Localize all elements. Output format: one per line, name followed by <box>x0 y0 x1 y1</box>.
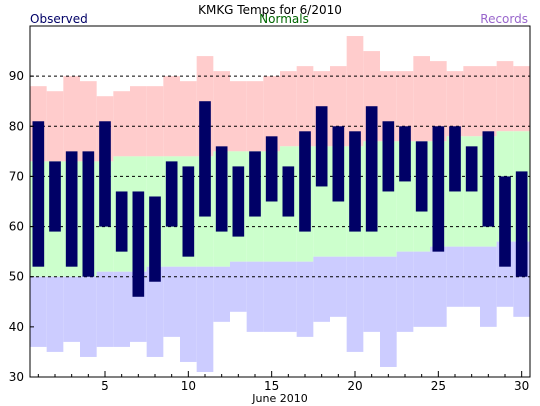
record-low-band <box>46 276 64 352</box>
record-high-band <box>163 76 180 157</box>
record-low-band <box>463 246 480 307</box>
record-low-band <box>280 261 297 332</box>
record-high-band <box>130 86 147 157</box>
record-low-band <box>396 251 414 332</box>
record-high-band <box>230 81 247 152</box>
record-low-band <box>146 266 164 357</box>
record-high-band <box>446 71 464 137</box>
record-low-band <box>413 251 430 327</box>
observed-bar <box>182 166 195 257</box>
observed-bar <box>399 126 411 182</box>
legend-records: Records <box>480 12 528 26</box>
x-tick-label: 5 <box>101 379 109 393</box>
observed-bar <box>499 176 511 267</box>
record-low-band <box>80 276 97 357</box>
legend-normals: Normals <box>259 12 309 26</box>
observed-bar <box>149 196 161 282</box>
x-tick-label: 15 <box>264 379 279 393</box>
observed-bar <box>265 136 278 202</box>
record-low-band <box>196 266 214 372</box>
record-low-band <box>380 256 397 367</box>
observed-bar <box>132 191 145 297</box>
observed-bar <box>449 126 461 192</box>
record-high-band <box>63 76 80 162</box>
record-high-band <box>280 71 297 147</box>
observed-bar <box>315 106 328 187</box>
record-high-band <box>246 81 264 152</box>
chart-title: KMKG Temps for 6/2010 <box>198 3 342 17</box>
record-high-band <box>346 36 364 147</box>
observed-bar <box>432 126 445 252</box>
record-low-band <box>213 266 230 322</box>
observed-bar <box>282 166 295 217</box>
record-high-band <box>113 91 130 157</box>
record-low-band <box>363 256 380 332</box>
y-tick-label: 90 <box>9 69 24 83</box>
record-low-band <box>296 261 314 337</box>
record-low-band <box>30 276 47 347</box>
record-high-band <box>513 66 530 132</box>
observed-bar <box>299 131 311 232</box>
record-high-band <box>430 61 447 142</box>
record-low-band <box>246 261 264 332</box>
record-high-band <box>463 66 480 137</box>
record-low-band <box>163 266 180 337</box>
record-high-band <box>80 81 97 162</box>
plot-area: 30 40 50 60 70 80 90 5 10 15 20 25 30 <box>9 25 531 393</box>
record-high-band <box>180 81 197 157</box>
record-high-band <box>480 66 497 137</box>
record-high-band <box>413 56 430 142</box>
record-low-band <box>180 266 197 362</box>
observed-bar <box>465 146 478 192</box>
record-high-band <box>396 71 414 142</box>
observed-bar <box>99 121 111 227</box>
y-tick-label: 60 <box>9 220 24 234</box>
plot-frame <box>29 25 531 378</box>
observed-bar <box>115 191 128 252</box>
observed-bar <box>349 131 361 232</box>
observed-bar <box>415 141 428 212</box>
record-high-band <box>146 86 164 157</box>
record-low-band <box>263 261 280 332</box>
observed-bar <box>82 151 95 277</box>
observed-bar <box>49 161 61 232</box>
observed-bar <box>515 171 528 277</box>
observed-bar <box>65 151 78 267</box>
record-low-band <box>96 271 114 347</box>
x-tick-label: 30 <box>514 379 529 393</box>
x-tick-label: 10 <box>181 379 196 393</box>
x-tick-label: 25 <box>431 379 446 393</box>
record-low-band <box>113 271 130 347</box>
y-tick-label: 30 <box>9 370 24 384</box>
record-high-band <box>496 61 514 132</box>
record-high-band <box>263 76 280 152</box>
observed-bar <box>332 126 345 202</box>
record-low-band <box>313 256 330 322</box>
record-low-band <box>230 261 247 312</box>
y-tick-label: 80 <box>9 119 24 133</box>
y-tick-label: 70 <box>9 169 24 183</box>
observed-bar <box>249 151 261 217</box>
record-low-band <box>346 256 364 352</box>
y-tick-label: 40 <box>9 320 24 334</box>
record-low-band <box>63 276 80 342</box>
legend-observed: Observed <box>30 12 88 26</box>
observed-bar <box>482 131 495 227</box>
record-low-band <box>446 246 464 307</box>
record-high-band <box>213 71 230 152</box>
x-axis-label: June 2010 <box>251 392 307 405</box>
observed-bar <box>365 106 378 232</box>
y-tick-label: 50 <box>9 270 24 284</box>
x-tick-label: 20 <box>347 379 362 393</box>
observed-bar <box>232 166 245 237</box>
observed-bar <box>215 146 228 232</box>
observed-bar <box>199 101 211 217</box>
record-low-band <box>430 246 447 327</box>
observed-bar <box>165 161 178 227</box>
observed-bar <box>382 121 395 192</box>
record-low-band <box>480 246 497 327</box>
record-low-band <box>330 256 347 317</box>
observed-bar <box>32 121 45 267</box>
